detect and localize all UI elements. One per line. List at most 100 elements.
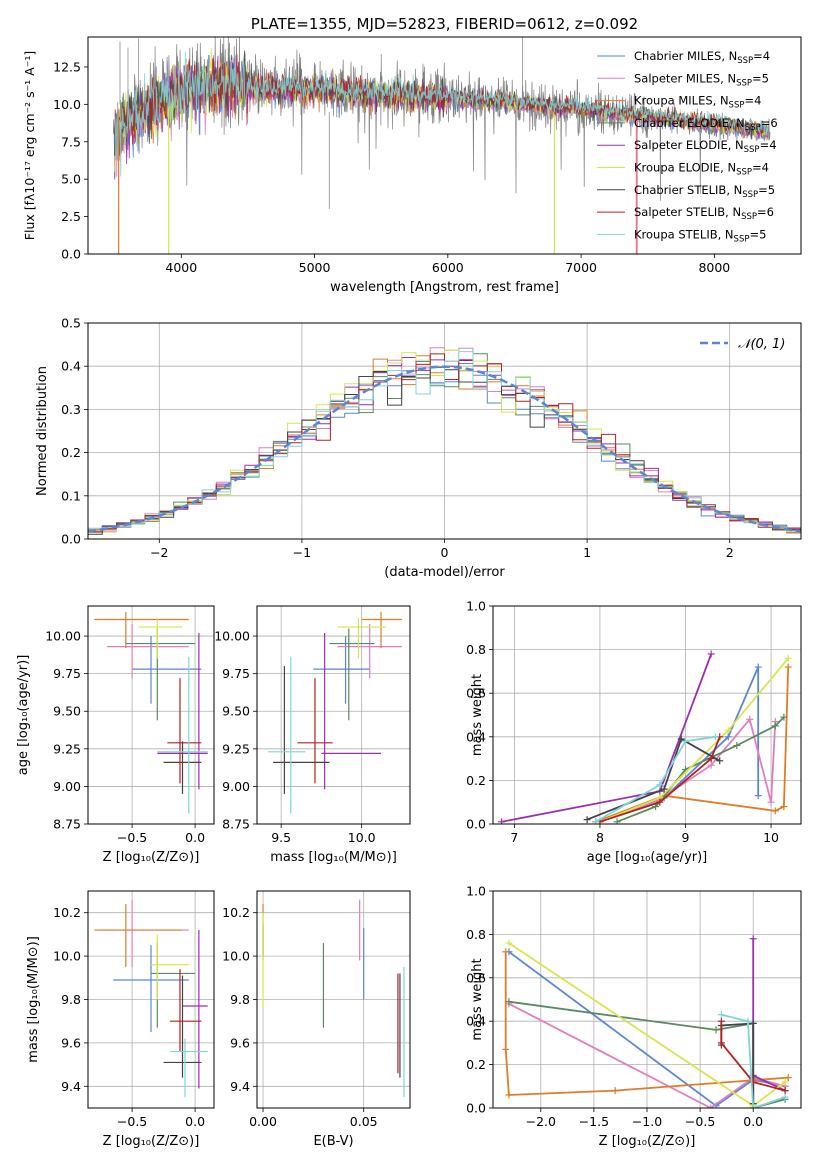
legend-entry: Chabrier MILES, NSSP=4 [634,49,770,66]
legend-entry-subscript: SSP [729,101,745,111]
y-tick-label: 0.2 [466,773,486,788]
errorbar-point [94,612,189,649]
normal-curve [88,365,801,533]
y-tick-label: 0.2 [61,445,81,460]
y-tick-label: 0.5 [61,316,81,331]
weight-line [595,717,777,823]
model-spectrum-line [114,51,769,177]
x-tick-label: 8 [596,830,604,845]
axes-frame [87,605,215,825]
legend-entry-subscript: SSP [736,78,752,88]
y-tick-label: 0.4 [466,729,486,744]
x-axis-label: wavelength [Angstrom, rest frame] [330,280,559,295]
legend-entry-count: =4 [760,138,777,152]
legend-entry-count: =4 [753,49,770,63]
y-axis-label: Normed distribution [35,366,50,496]
legend-entry-count: =6 [761,116,778,130]
y-tick-label: 0.8 [466,642,486,657]
y-tick-label: 0.8 [466,927,486,942]
panel-mass-vs-Z: −0.5 0.0 9.4 9.6 9.8 10.0 10.2 Z [log₁₀(Z/Z⊙)] m… [26,890,215,1149]
x-tick-label: −0.5 [117,830,147,845]
legend-entry-name: Kroupa MILES, N [634,94,729,108]
x-axis-label: mass [log₁₀(M/M⊙)] [270,850,397,865]
weight-line [508,1003,786,1108]
y-axis-label: age [log₁₀(age/yr)] [16,655,31,776]
panel-age-vs-mass: 9.5 10.0 8.75 9.00 9.25 9.50 9.75 10.00 mass [lo… [214,605,411,865]
legend-entry-name: Chabrier ELODIE, N [634,116,745,130]
errorbar-point [321,633,382,790]
y-tick-label: 0.0 [61,247,81,262]
y-tick-label: 9.4 [230,1079,250,1094]
y-tick-label: 9.75 [53,666,81,681]
y-tick-label: 5.0 [61,172,81,187]
legend-entry: 𝒩(0, 1) [738,337,785,352]
legend-entry-count: =6 [757,205,774,219]
errorbar-point [297,678,333,784]
errorbar-point [361,612,402,649]
y-tick-label: 9.50 [222,704,250,719]
weight-line [720,1021,786,1092]
weight-series [596,733,724,824]
x-tick-label: 10.0 [348,830,376,845]
legend-entry-count: =4 [752,161,769,175]
panel-residuals: −2 −1 0 1 2 0.0 0.1 0.2 0.3 0.4 0.5 (data-model)/er… [35,316,802,580]
weight-series [502,948,792,1099]
y-tick-label: 8.75 [222,817,250,832]
legend-entry-subscript: SSP [736,168,752,178]
x-tick-label: 5000 [299,260,331,275]
x-tick-label: 6000 [432,260,464,275]
y-axis-label: mass weight [470,958,485,1040]
x-tick-label: 2 [726,545,734,560]
plot-area [262,899,405,1098]
panel-mass-vs-EBV: 0.00 0.05 9.4 9.6 9.8 10.0 10.2 E(B-V) [222,890,411,1149]
plot-area [88,347,801,539]
y-tick-label: 9.25 [53,741,81,756]
legend-entry-count: =5 [758,183,775,197]
y-tick-label: 9.75 [222,666,250,681]
legend-entry: Kroupa MILES, NSSP=4 [634,94,761,111]
errorbar-point [100,899,189,967]
y-axis-label: mass [log₁₀(M/M⊙)] [26,936,41,1063]
legend-entry-name: Kroupa STELIB, N [634,227,734,241]
weight-line [501,653,713,823]
errorbar-point [313,636,370,704]
panel-spectrum: 4000 5000 6000 7000 8000 0.0 2.5 5.0 7.5 10.0 12.5… [22,15,802,295]
errorbar-point [273,666,330,794]
y-tick-label: 0.0 [466,1101,486,1116]
weight-series [583,735,724,824]
weight-series [592,733,719,824]
legend-entry-count: =4 [744,94,761,108]
y-tick-label: 9.25 [222,741,250,756]
x-tick-label: −1.5 [579,1114,609,1129]
y-tick-label: 9.50 [53,704,81,719]
legend-entry-name: Chabrier STELIB, N [634,183,742,197]
errorbar-point [329,628,375,721]
x-tick-label: 7000 [565,260,597,275]
x-tick-label: 10 [763,830,779,845]
errorbar-point [151,934,189,1000]
x-tick-label: −0.5 [117,1114,147,1129]
x-tick-label: 0.0 [185,830,205,845]
legend-entry-name: Salpeter STELIB, N [634,205,741,219]
panel-weight-vs-Z: −2.0 −1.5 −1.0 −0.5 0.0 0.0 0.2 0.4 0.6 0.8 1.0 Z [… [466,884,802,1149]
errorbar-point [163,741,202,794]
y-tick-label: 9.8 [230,992,250,1007]
weight-line [721,1013,786,1108]
weight-series [596,654,792,824]
y-tick-label: 9.6 [61,1035,81,1050]
legend-entry-subscript: SSP [745,123,761,133]
weight-line [599,657,789,823]
weight-series [498,650,715,824]
y-tick-label: 9.00 [53,779,81,794]
x-axis-label: Z [log₁₀(Z/Z⊙)] [103,850,200,865]
y-tick-label: 10.2 [222,905,250,920]
errorbar-point [169,969,202,1052]
x-tick-label: 0.05 [350,1114,378,1129]
x-tick-label: −1 [293,545,311,560]
legend-entry-name: Chabrier MILES, N [634,49,737,63]
observed-spectrum-line [112,37,771,201]
y-axis-label: mass weight [470,674,485,756]
y-tick-label: 10.0 [53,97,81,112]
x-tick-label: 0.00 [249,1114,277,1129]
